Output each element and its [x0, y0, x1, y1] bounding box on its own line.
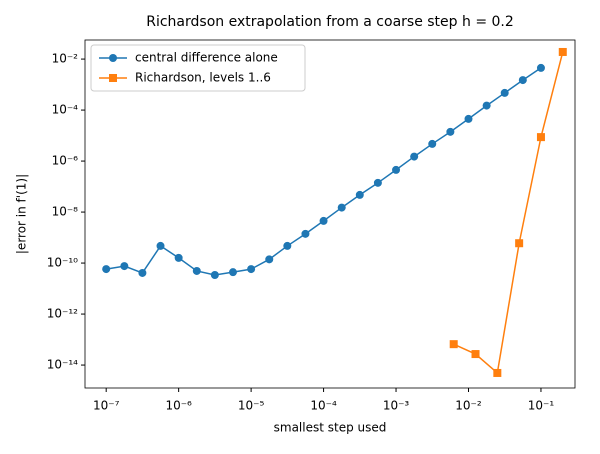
data-point: [500, 88, 509, 97]
data-point: [319, 216, 328, 225]
data-point: [247, 265, 256, 274]
data-point: [138, 268, 147, 277]
data-point: [102, 265, 111, 274]
y-tick-label: 10⁻¹⁴: [47, 358, 78, 372]
x-tick-label: 10⁻²: [455, 399, 482, 413]
legend-label: Richardson, levels 1..6: [135, 71, 271, 85]
legend-label: central difference alone: [135, 51, 278, 65]
data-point: [192, 266, 201, 275]
data-point: [515, 239, 524, 248]
data-point: [449, 340, 458, 349]
data-point: [373, 178, 382, 187]
x-tick-label: 10⁻⁵: [238, 399, 265, 413]
data-point: [482, 101, 491, 110]
x-tick-label: 10⁻³: [383, 399, 410, 413]
data-point: [265, 255, 274, 264]
legend-marker: [109, 74, 117, 82]
data-point: [536, 133, 545, 142]
data-point: [518, 76, 527, 85]
data-point: [174, 253, 183, 262]
data-point: [558, 47, 567, 56]
data-point: [471, 350, 480, 359]
y-tick-label: 10⁻²: [52, 52, 79, 66]
data-point: [536, 63, 545, 72]
chart-title: Richardson extrapolation from a coarse s…: [146, 14, 514, 30]
data-point: [446, 127, 455, 136]
plot-frame: [84, 39, 576, 389]
data-point: [120, 262, 129, 271]
data-point: [410, 152, 419, 161]
data-point: [283, 241, 292, 250]
data-point: [392, 165, 401, 174]
data-point: [493, 368, 502, 377]
data-point: [464, 114, 473, 123]
x-axis-label: smallest step used: [274, 421, 387, 435]
data-point: [210, 271, 219, 280]
data-point: [428, 139, 437, 148]
x-tick-label: 10⁻¹: [528, 399, 555, 413]
y-tick-label: 10⁻¹⁰: [47, 256, 78, 270]
data-point: [228, 268, 237, 277]
legend-box: [90, 44, 306, 92]
x-tick-label: 10⁻⁷: [93, 399, 120, 413]
data-point: [301, 229, 310, 238]
y-axis-label: |error in f'(1)|: [15, 174, 29, 254]
y-tick-label: 10⁻⁶: [52, 154, 79, 168]
data-point: [355, 190, 364, 199]
data-point: [156, 241, 165, 250]
y-tick-label: 10⁻⁸: [52, 205, 79, 219]
x-tick-label: 10⁻⁶: [165, 399, 192, 413]
y-tick-label: 10⁻¹²: [47, 307, 78, 321]
legend-marker: [109, 54, 117, 62]
x-tick-label: 10⁻⁴: [310, 399, 337, 413]
y-tick-label: 10⁻⁴: [52, 103, 79, 117]
data-point: [337, 203, 346, 212]
